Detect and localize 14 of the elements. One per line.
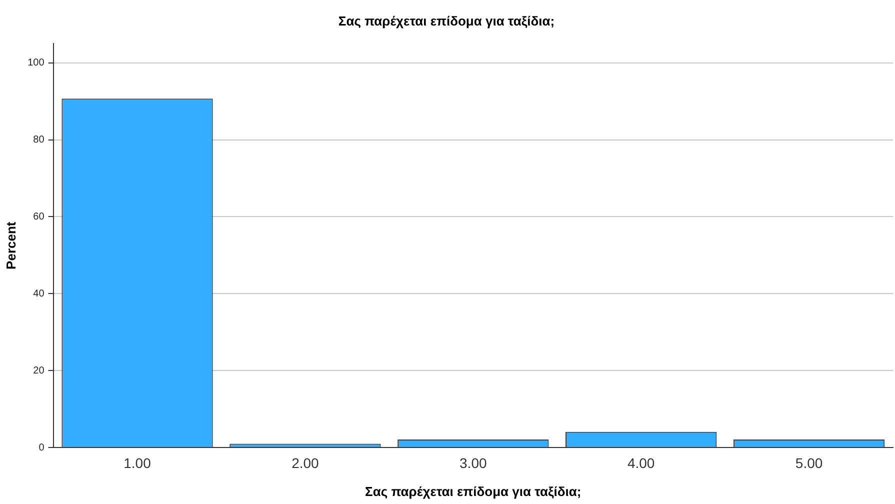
y-axis-title: Percent <box>3 221 18 270</box>
x-tick-label: 2.00 <box>292 454 320 471</box>
x-tick-label: 3.00 <box>460 454 487 471</box>
y-tick-label: 60 <box>33 211 45 222</box>
y-tick-label: 0 <box>38 442 45 454</box>
x-axis-title: Σας παρέχεται επίδομα για ταξίδια; <box>365 484 582 499</box>
x-tick-label: 1.00 <box>124 454 152 471</box>
y-tick-label: 100 <box>28 58 45 69</box>
y-tick-label: 20 <box>33 365 45 376</box>
y-tick-label: 40 <box>33 288 45 300</box>
x-tick-label: 5.00 <box>795 454 823 471</box>
y-tick-label: 80 <box>33 134 45 146</box>
chart-title: Σας παρέχεται επίδομα για ταξίδια; <box>338 13 555 28</box>
x-tick-label: 4.00 <box>627 454 655 471</box>
